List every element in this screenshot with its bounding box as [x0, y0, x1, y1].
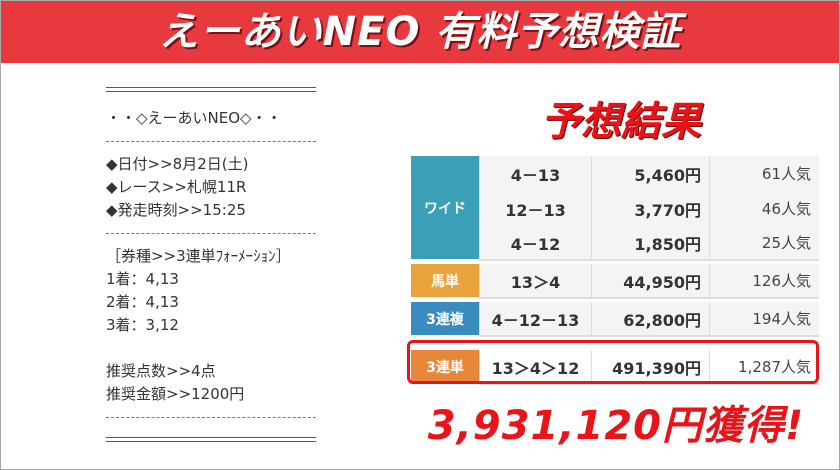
memo-line: ・・◇えーあいNEO◇・・	[106, 109, 282, 127]
popularity: 61人気	[709, 156, 819, 191]
payout: 5,460円	[591, 156, 709, 191]
double-rule	[106, 437, 316, 442]
bet-type: 馬単	[411, 264, 479, 299]
highlight-frame	[407, 340, 819, 384]
combination: 4－12	[479, 226, 591, 261]
payout: 3,770円	[591, 191, 709, 226]
winnings: 3,931,120円獲得!	[427, 403, 805, 449]
popularity: 194人気	[709, 302, 819, 337]
memo-line: ［券種>>3連単ﾌｫｰﾒｰｼｮﾝ］	[106, 247, 291, 265]
header-title: えーあいNEO 有料予想検証	[158, 9, 682, 55]
combination: 4－13	[479, 156, 591, 191]
payout: 491,390円	[591, 350, 709, 385]
popularity: 126人気	[709, 264, 819, 299]
memo-line: 1着：4,13	[106, 270, 179, 288]
bet-type: 3連単	[411, 350, 479, 385]
payout: 62,800円	[591, 302, 709, 337]
memo-line: ◆レース>>札幌11R	[106, 178, 247, 196]
popularity: 46人気	[709, 191, 819, 226]
memo-line: 2着：4,13	[106, 293, 179, 311]
combination: 13＞4＞12	[479, 350, 591, 385]
payout: 44,950円	[591, 264, 709, 299]
memo-line: 推奨点数>>4点	[106, 362, 216, 380]
result-title: 予想結果	[541, 99, 701, 145]
memo-line: ◆日付>>8月2日(土)	[106, 155, 249, 173]
dashed-rule	[106, 233, 316, 234]
memo-line: ◆発走時刻>>15:25	[106, 201, 246, 219]
header-band	[1, 1, 839, 63]
payout: 1,850円	[591, 226, 709, 261]
double-rule	[106, 87, 316, 92]
memo-line: 推奨金額>>1200円	[106, 385, 245, 403]
combination: 13＞4	[479, 264, 591, 299]
dashed-rule	[106, 417, 316, 418]
popularity: 25人気	[709, 226, 819, 261]
memo-line: 3着：3,12	[106, 316, 179, 334]
combination: 12－13	[479, 191, 591, 226]
popularity: 1,287人気	[709, 350, 819, 385]
bet-type: ワイド	[411, 156, 479, 261]
bet-type: 3連複	[411, 302, 479, 337]
combination: 4－12－13	[479, 302, 591, 337]
dashed-rule	[106, 141, 316, 142]
